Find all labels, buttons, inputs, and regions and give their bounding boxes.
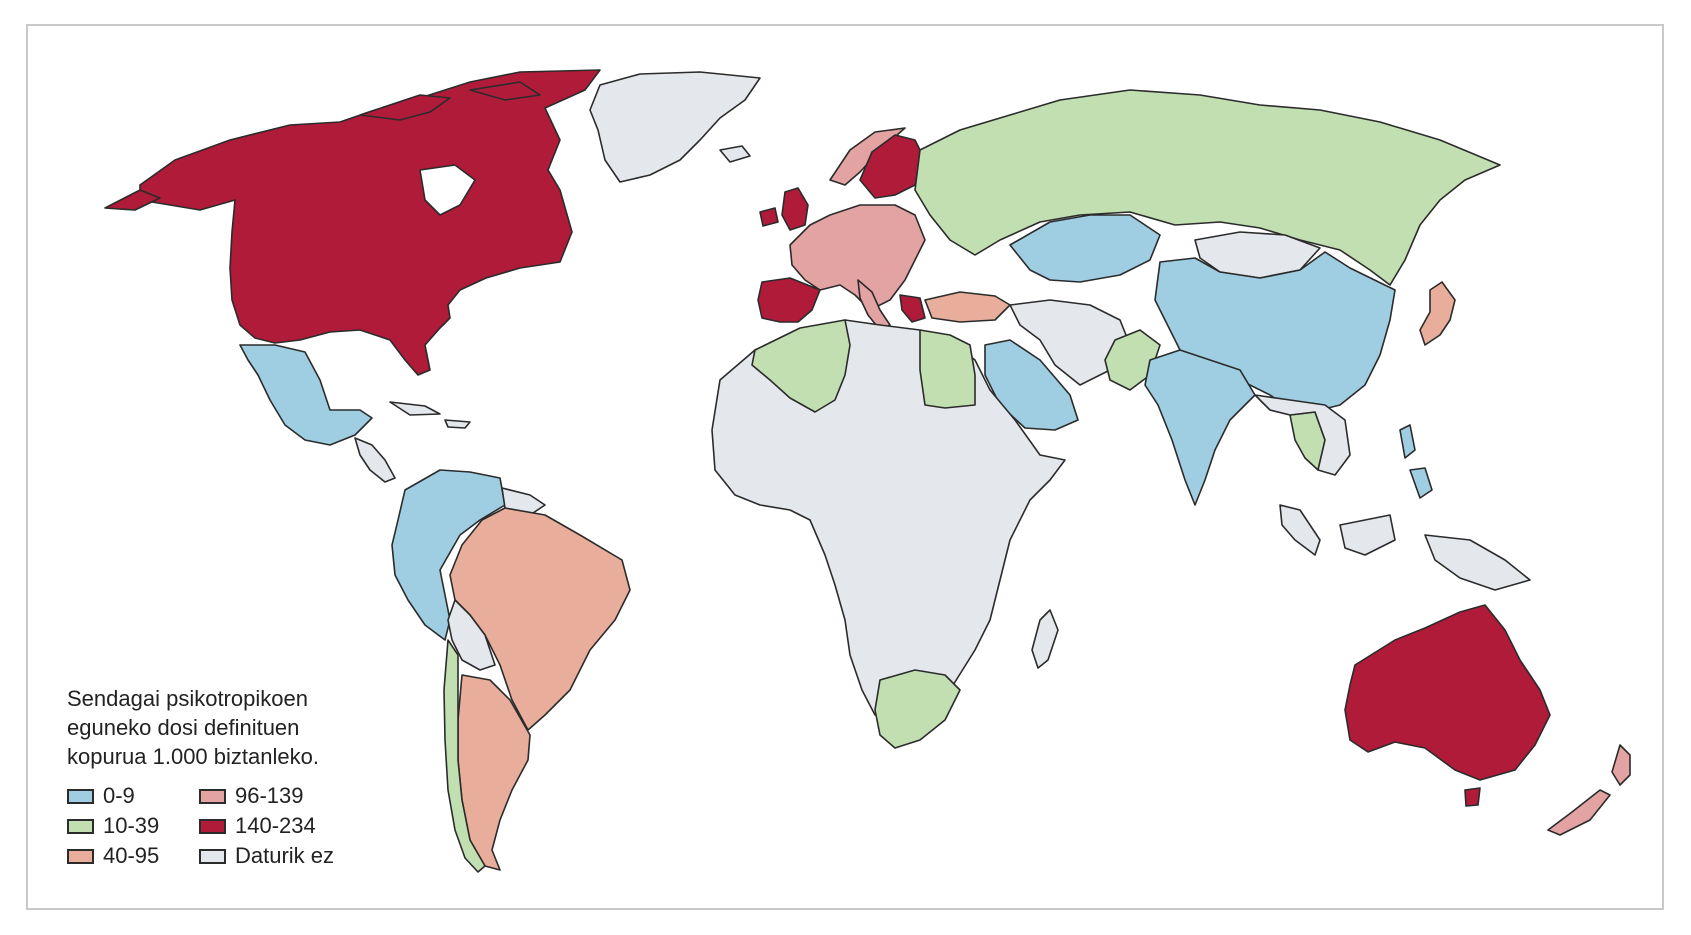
region-iceland (719, 145, 751, 163)
region-tasmania (1464, 787, 1481, 807)
legend-label: 96-139 (235, 783, 304, 808)
legend-swatch (67, 788, 94, 804)
region-madagascar (1031, 609, 1059, 669)
region-australia (1344, 604, 1551, 781)
region-north-america-north (139, 69, 601, 376)
region-indochina (1254, 394, 1351, 476)
region-bolivia-paraguay (447, 599, 496, 671)
region-central-america (354, 437, 396, 483)
legend-grid: 0-9 96-139 10-39 140-234 40-95 Daturik e… (67, 783, 387, 869)
region-russia (914, 89, 1501, 286)
region-ireland (759, 207, 779, 227)
legend-item: 10-39 (67, 813, 199, 839)
region-caribbean (389, 401, 471, 429)
legend-swatch (199, 788, 226, 804)
region-alaska-islands (104, 189, 161, 211)
legend-label: Daturik ez (235, 843, 335, 868)
region-arctic-islands (359, 81, 541, 121)
region-algeria (751, 319, 851, 413)
legend-item: Daturik ez (199, 843, 359, 869)
region-egypt (919, 329, 976, 409)
legend-item: 0-9 (67, 783, 199, 809)
legend-item: 40-95 (67, 843, 199, 869)
legend-item: 96-139 (199, 783, 359, 809)
region-south-africa (874, 669, 961, 749)
legend-swatch (199, 818, 226, 834)
region-philippines (1399, 424, 1433, 499)
region-hudson-bay (419, 164, 476, 216)
legend-title-line: eguneko dosi definituen (67, 715, 300, 740)
region-mexico (239, 344, 373, 446)
legend-title-line: Sendagai psikotropikoen (67, 686, 308, 711)
region-greece (899, 294, 926, 323)
region-chile (443, 639, 486, 873)
legend-title: Sendagai psikotropikoen eguneko dosi def… (67, 684, 387, 771)
region-iberia (757, 277, 821, 323)
region-western-europe (789, 204, 926, 311)
region-saudi (984, 339, 1079, 431)
legend: Sendagai psikotropikoen eguneko dosi def… (67, 684, 387, 869)
region-malay-indonesia (1279, 504, 1531, 591)
region-turkey (924, 291, 1011, 323)
legend-label: 140-234 (235, 813, 316, 838)
region-kazakhstan (1009, 214, 1161, 283)
region-guianas (501, 487, 546, 516)
legend-label: 0-9 (103, 783, 135, 808)
legend-item: 140-234 (199, 813, 359, 839)
legend-swatch (199, 848, 226, 864)
legend-label: 40-95 (103, 843, 160, 868)
legend-swatch (67, 818, 94, 834)
region-greenland (589, 71, 761, 183)
region-south-america-north (391, 469, 506, 641)
region-japan (1419, 281, 1456, 346)
legend-title-line: kopurua 1.000 biztanleko. (67, 744, 319, 769)
legend-label: 10-39 (103, 813, 160, 838)
region-india (1144, 349, 1256, 506)
legend-swatch (67, 848, 94, 864)
region-new-zealand (1547, 744, 1631, 836)
region-uk (781, 187, 809, 231)
